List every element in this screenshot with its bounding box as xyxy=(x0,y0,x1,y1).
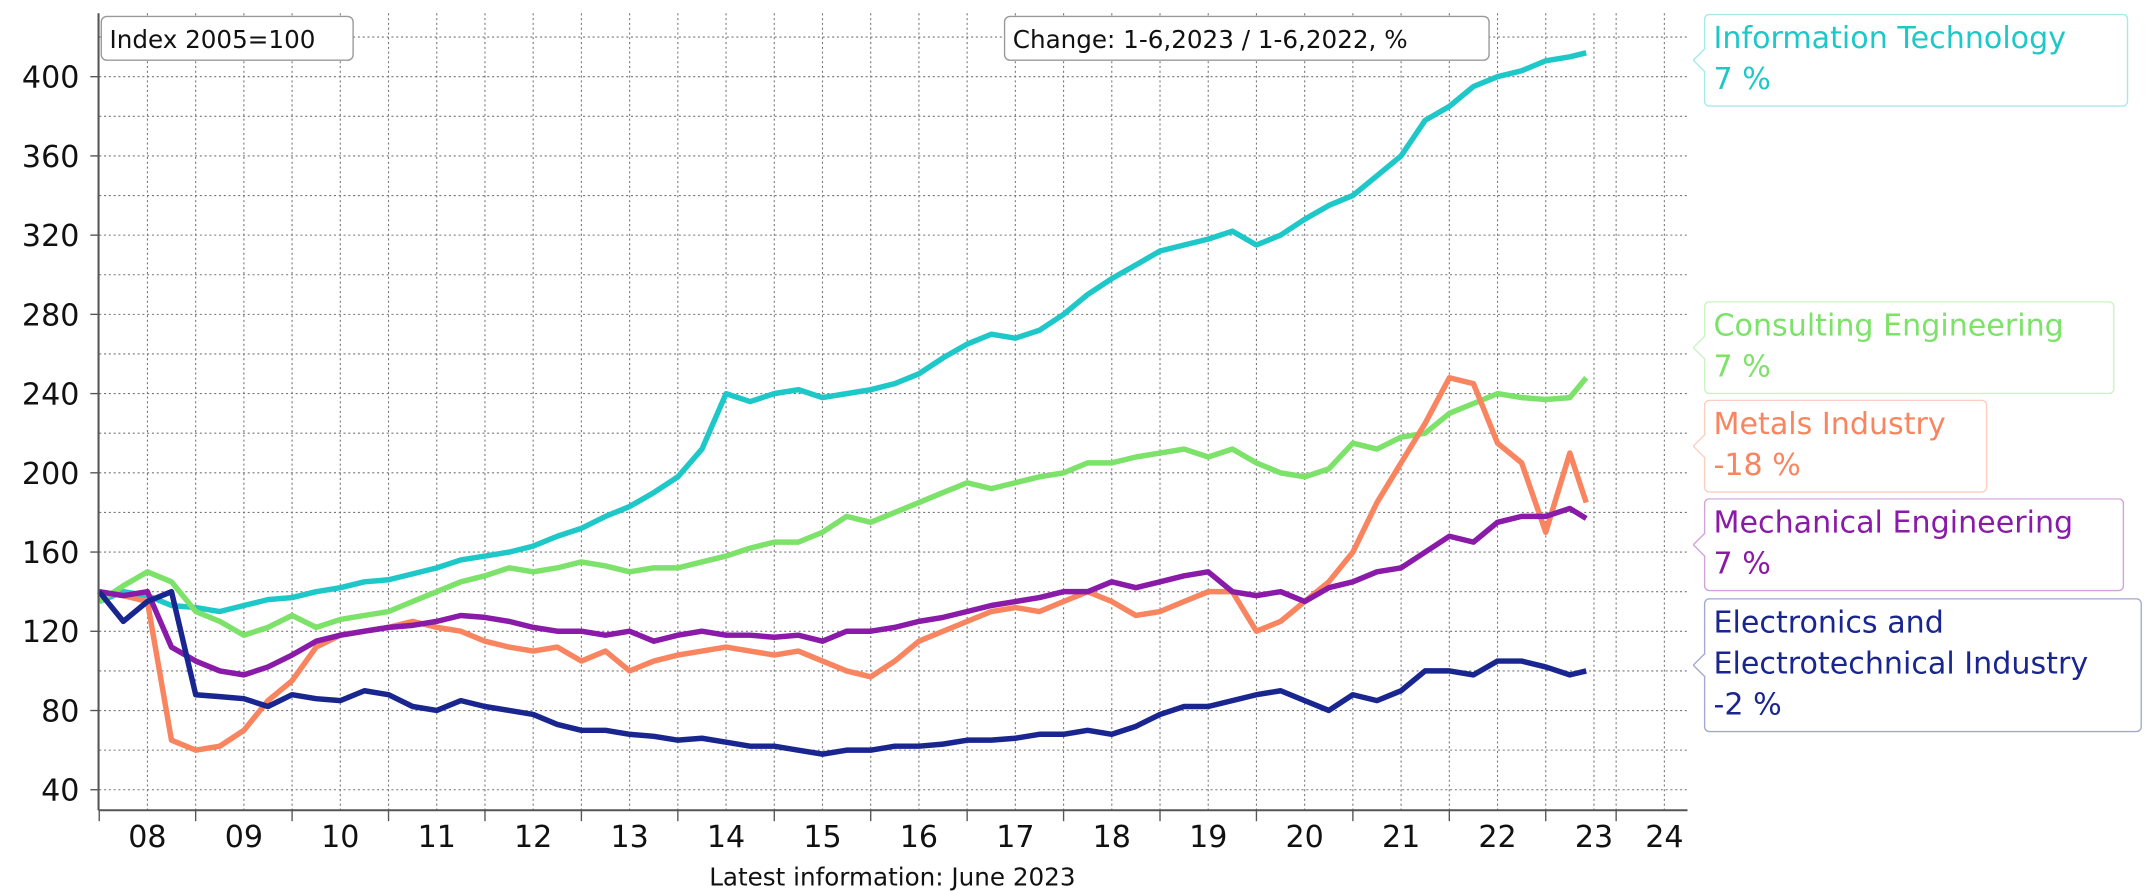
legend-box: Mechanical Engineering 7 % xyxy=(1692,498,2125,592)
legend-label: Consulting Engineering xyxy=(1713,309,2064,344)
x-tick-label: 14 xyxy=(707,820,745,855)
y-tick-label: 400 xyxy=(22,61,79,96)
y-tick-label: 240 xyxy=(22,378,79,413)
legend-label: Metals Industry xyxy=(1713,407,1946,443)
annotation: Index 2005=100 xyxy=(109,25,315,54)
x-tick-label: 09 xyxy=(225,820,263,855)
x-tick-label: 10 xyxy=(321,820,359,855)
legend-item: Consulting Engineering 7 % xyxy=(1692,301,2115,395)
x-tick-label: 16 xyxy=(900,820,938,855)
x-tick-label: 22 xyxy=(1478,820,1516,855)
legend-item: Metals Industry -18 % xyxy=(1692,399,1988,493)
legend-box: Consulting Engineering 7 % xyxy=(1692,301,2115,395)
legend-pointer xyxy=(1692,48,1716,72)
series-line xyxy=(97,588,1587,757)
y-tick-label: 200 xyxy=(22,457,79,492)
change-label: -18 % xyxy=(1713,448,1801,484)
x-tick-label: 18 xyxy=(1093,820,1131,855)
legend-pointer xyxy=(1692,336,1716,360)
x-tick-label: 24 xyxy=(1645,820,1683,855)
legend-box: Electronics and Electrotechnical Industr… xyxy=(1692,598,2142,733)
y-tick-label: 80 xyxy=(41,694,79,729)
x-tick-label: 15 xyxy=(803,820,841,855)
legend-item: Information Technology 7 % xyxy=(1692,13,2129,107)
legend-label: Information Technology xyxy=(1713,21,2067,57)
x-axis-label: Latest information: June 2023 xyxy=(709,863,1075,891)
x-tick-label: 11 xyxy=(418,820,456,855)
legend-item: Mechanical Engineering 7 % xyxy=(1692,498,2125,592)
legend-pointer xyxy=(1692,434,1716,458)
legend-item: Electronics and Electrotechnical Industr… xyxy=(1692,598,2142,733)
x-tick-label: 23 xyxy=(1575,820,1613,855)
y-tick-label: 320 xyxy=(22,219,79,254)
change-label: 7 % xyxy=(1713,62,1771,98)
series-line xyxy=(97,376,1589,638)
x-tick-label: 21 xyxy=(1382,820,1420,855)
series-line xyxy=(98,50,1587,615)
annotation-box xyxy=(1003,15,1490,61)
legend-box: Information Technology 7 % xyxy=(1692,13,2129,107)
legend-label: Electronics and Electrotechnical Industr… xyxy=(1713,606,2089,682)
annotation: Change: 1-6,2023 / 1-6,2022, % xyxy=(1013,25,1408,54)
change-label: 7 % xyxy=(1713,350,1771,385)
annotation-box xyxy=(100,15,354,61)
x-tick-label: 19 xyxy=(1189,820,1227,855)
x-tick-label: 20 xyxy=(1286,820,1324,855)
change-label: 7 % xyxy=(1713,547,1771,582)
lines xyxy=(97,50,1589,757)
legend-pointer xyxy=(1692,533,1716,557)
y-tick-label: 40 xyxy=(41,774,79,809)
legend-pointer xyxy=(1692,653,1716,677)
y-tick-label: 360 xyxy=(22,140,79,175)
y-tick-label: 280 xyxy=(22,298,79,333)
x-tick-label: 17 xyxy=(996,820,1034,855)
legend-box: Metals Industry -18 % xyxy=(1692,399,1988,493)
series-line xyxy=(98,505,1588,678)
y-tick-label: 160 xyxy=(22,536,79,571)
y-tick-label: 120 xyxy=(22,615,79,650)
x-tick-label: 12 xyxy=(514,820,552,855)
legend-label: Mechanical Engineering xyxy=(1713,506,2074,541)
x-tick-label: 08 xyxy=(128,820,166,855)
change-label: -2 % xyxy=(1713,688,1782,723)
x-tick-label: 13 xyxy=(610,820,648,855)
